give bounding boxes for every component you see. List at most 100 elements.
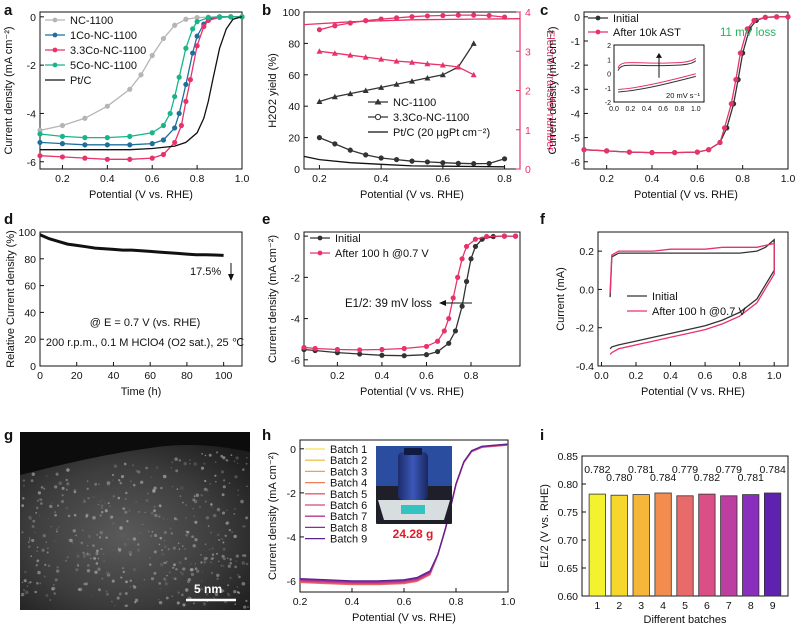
stem-speckle bbox=[179, 495, 182, 498]
legend-item-swatch-marker bbox=[52, 47, 58, 53]
stem-speckle bbox=[200, 561, 203, 564]
stem-speckle bbox=[75, 534, 77, 537]
stem-speckle bbox=[230, 530, 234, 534]
stem-speckle bbox=[237, 494, 239, 496]
bar-batch-1 bbox=[588, 493, 606, 597]
stem-speckle bbox=[162, 517, 165, 520]
stem-speckle bbox=[97, 503, 100, 506]
stem-speckle bbox=[158, 515, 161, 518]
series-After 100 h @0.7 V-point bbox=[472, 236, 479, 242]
legend-item-swatch-marker bbox=[374, 98, 382, 105]
y-tick-label: -0.4 bbox=[576, 361, 594, 373]
y2-tick-label: 4 bbox=[525, 7, 531, 19]
stem-speckle bbox=[188, 459, 191, 462]
series-3.3Co-NC-1100 (H2O2)-point bbox=[363, 152, 369, 158]
stem-speckle bbox=[120, 475, 125, 479]
chart-panel-a: 0.2 0.4 0.6 0.8 1.0 0 -2 -4 -6 Potential (V vs. R… bbox=[3, 11, 249, 201]
stem-speckle bbox=[111, 600, 113, 603]
stem-speckle bbox=[158, 504, 162, 508]
x-tick-label: 0.2 bbox=[55, 173, 70, 185]
inset-x-tick-label: 0.8 bbox=[675, 106, 685, 113]
stem-speckle bbox=[227, 564, 231, 568]
y-axis-label: Relative Current density (%) bbox=[5, 230, 17, 368]
x-tick-label: 0.2 bbox=[599, 173, 614, 185]
series-NC-1100 (n)-point bbox=[455, 63, 462, 70]
stem-speckle bbox=[150, 476, 152, 478]
bar-value-label: 0.779 bbox=[672, 464, 698, 476]
stem-speckle bbox=[138, 511, 140, 513]
stem-speckle bbox=[101, 577, 104, 580]
stem-speckle bbox=[235, 554, 239, 558]
stem-speckle bbox=[73, 513, 77, 517]
stem-speckle bbox=[220, 470, 225, 474]
stem-speckle bbox=[221, 511, 226, 515]
bar-value-label: 0.781 bbox=[628, 464, 654, 476]
x-axis-label: Potential (V vs. RHE) bbox=[360, 189, 464, 201]
stem-speckle bbox=[234, 565, 237, 569]
stem-speckle bbox=[47, 517, 49, 520]
series-After 100 h @0.7 V-point bbox=[441, 328, 447, 334]
stem-speckle bbox=[129, 585, 132, 588]
stem-speckle bbox=[161, 549, 163, 552]
series-3.3Co-NC-1100-point bbox=[127, 156, 133, 162]
legend-item-label: Pt/C (20 μgPt cm⁻²) bbox=[393, 127, 490, 139]
stem-image-texture bbox=[20, 451, 250, 609]
stem-speckle bbox=[227, 593, 231, 597]
y-tick-label: 0 bbox=[30, 361, 36, 373]
stem-speckle bbox=[190, 572, 195, 577]
inset-arrow-head bbox=[656, 52, 662, 58]
stem-speckle bbox=[193, 462, 197, 466]
series-3.3Co-NC-1100 (H2O2)-point bbox=[316, 135, 323, 141]
series-After 10k AST-point bbox=[672, 149, 678, 156]
y-tick-label: 0.75 bbox=[558, 507, 579, 519]
stem-speckle bbox=[65, 506, 69, 510]
series-After 100 h @0.7 V-point bbox=[435, 338, 441, 344]
y-tick-label: -5 bbox=[571, 133, 580, 145]
stem-speckle bbox=[97, 567, 101, 571]
bar-value-label: 0.784 bbox=[760, 464, 786, 476]
stem-speckle bbox=[172, 576, 176, 580]
stem-speckle bbox=[69, 538, 73, 543]
stem-speckle bbox=[118, 479, 121, 482]
stem-speckle bbox=[132, 483, 136, 487]
stem-speckle bbox=[123, 542, 128, 547]
stem-speckle bbox=[236, 462, 239, 464]
stem-speckle bbox=[163, 531, 167, 534]
series-After 100 h @0.7 V-point bbox=[463, 243, 470, 250]
decay-arrow-head bbox=[228, 274, 234, 281]
stem-speckle bbox=[78, 587, 83, 592]
series-1Co-NC-1100-point bbox=[59, 141, 66, 147]
stem-speckle bbox=[47, 547, 49, 549]
stem-speckle bbox=[192, 544, 196, 548]
inset-y-tick-label: -2 bbox=[605, 100, 611, 107]
stem-speckle bbox=[52, 583, 55, 586]
series-NC-1100-point bbox=[82, 115, 88, 121]
stem-speckle bbox=[130, 480, 132, 483]
stem-speckle bbox=[171, 485, 174, 488]
bar-batch-4 bbox=[654, 492, 672, 597]
y-tick-label: 20 bbox=[24, 334, 36, 346]
stem-speckle bbox=[23, 579, 27, 583]
series-5Co-NC-1100-point bbox=[228, 14, 234, 20]
annotation-loss: 11 mV loss bbox=[720, 27, 776, 39]
x-tick-label: 2 bbox=[616, 600, 622, 612]
stem-speckle bbox=[95, 551, 99, 556]
stem-speckle bbox=[238, 575, 241, 579]
stem-speckle bbox=[45, 475, 48, 478]
x-tick-label: 0.4 bbox=[645, 173, 660, 185]
stem-speckle bbox=[155, 466, 159, 469]
product-bottle bbox=[398, 452, 428, 500]
stem-speckle bbox=[172, 566, 175, 569]
stem-speckle bbox=[235, 456, 239, 460]
stem-speckle bbox=[77, 563, 79, 565]
stem-speckle bbox=[194, 563, 197, 565]
stem-speckle bbox=[193, 495, 196, 498]
stem-speckle bbox=[201, 452, 203, 455]
stem-speckle bbox=[122, 570, 126, 574]
stem-speckle bbox=[29, 581, 32, 584]
series-After 100 h @0.7 V-point bbox=[423, 343, 430, 350]
stem-speckle bbox=[210, 503, 213, 506]
stem-speckle bbox=[154, 513, 158, 518]
stem-speckle bbox=[88, 535, 91, 538]
legend-item-label: Batch 2 bbox=[330, 455, 367, 467]
